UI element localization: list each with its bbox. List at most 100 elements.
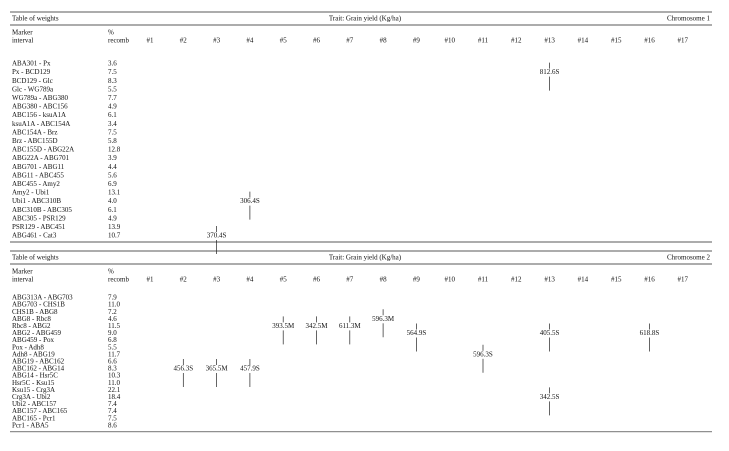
interval: ABC157 - ABC165 — [12, 407, 68, 415]
weight: 370.4S — [207, 232, 227, 240]
column-header: #14 — [578, 37, 589, 45]
table-title: Table of weights — [12, 15, 59, 23]
weight: 611.3M — [339, 322, 361, 330]
interval: ABC305 - PSR129 — [12, 214, 66, 222]
interval: CHS1B - ABG8 — [12, 308, 58, 316]
column-header: #16 — [644, 37, 655, 45]
weight: 306.4S — [240, 197, 260, 205]
interval: ABC154A - Brz — [12, 128, 58, 136]
interval: ksuA1A - ABC154A — [12, 120, 70, 128]
column-header: #8 — [380, 37, 388, 45]
interval: ABG14 - Hsr5C — [12, 372, 58, 380]
label-bg — [536, 329, 563, 338]
interval: WG789a - ABG380 — [12, 94, 68, 102]
column-header: #12 — [511, 37, 522, 45]
column-header: interval — [12, 37, 33, 45]
interval: ABC310B - ABC305 — [12, 206, 72, 214]
chromosome: Chromosome 2 — [667, 254, 710, 262]
column-header: recomb — [108, 37, 129, 45]
weight: 342.5S — [540, 393, 560, 401]
label-bg — [536, 68, 563, 77]
recomb: 4.0 — [108, 197, 117, 205]
column-header: #10 — [444, 37, 455, 45]
label-bg — [203, 232, 230, 240]
interval: ABG461 - Cat3 — [12, 232, 57, 240]
recomb: 11.7 — [108, 350, 120, 358]
weight: 596.3S — [473, 350, 493, 358]
column-header: #11 — [478, 276, 489, 284]
interval: ABG703 - CHS1B — [12, 301, 65, 309]
column-header: #15 — [611, 37, 622, 45]
weight: 812.6S — [540, 68, 560, 76]
label-bg — [236, 365, 263, 373]
recomb: 5.6 — [108, 171, 117, 179]
table-title: Table of weights — [12, 254, 59, 262]
column-header: Marker — [12, 29, 33, 37]
weight: 365.5M — [206, 365, 229, 373]
interval: ABG313A - ABG703 — [12, 294, 73, 302]
column-header: #16 — [644, 276, 655, 284]
label-bg — [203, 365, 230, 373]
recomb: 3.9 — [108, 154, 117, 162]
recomb: 5.8 — [108, 137, 117, 145]
recomb: 7.5 — [108, 414, 117, 422]
recomb: 22.1 — [108, 386, 121, 394]
column-header: % — [108, 29, 114, 37]
interval: Pcr1 - ABA5 — [12, 421, 49, 429]
weight: 456.3S — [173, 365, 193, 373]
column-header: #15 — [611, 276, 622, 284]
recomb: 7.4 — [108, 400, 117, 408]
recomb: 5.5 — [108, 85, 117, 93]
column-header: #10 — [444, 276, 455, 284]
recomb: 6.1 — [108, 206, 117, 214]
column-header: interval — [12, 276, 33, 284]
column-header: recomb — [108, 276, 129, 284]
column-header: #3 — [213, 276, 221, 284]
recomb: 9.0 — [108, 329, 117, 337]
recomb: 13.9 — [108, 223, 121, 231]
column-header: #5 — [280, 276, 288, 284]
recomb: 6.6 — [108, 358, 117, 366]
label-bg — [470, 350, 496, 359]
recomb: 5.5 — [108, 343, 117, 351]
column-header: #14 — [578, 276, 589, 284]
recomb: 7.9 — [108, 294, 117, 302]
weight: 596.3M — [372, 315, 395, 323]
recomb: 8.6 — [108, 421, 117, 429]
recomb: 13.1 — [108, 189, 121, 197]
column-header: #9 — [413, 37, 421, 45]
column-header: #11 — [478, 37, 489, 45]
interval: ABC455 - Amy2 — [12, 180, 60, 188]
recomb: 3.4 — [108, 120, 117, 128]
interval: ABC165 - Pcr1 — [12, 414, 56, 422]
chromosome: Chromosome 1 — [667, 15, 710, 23]
recomb: 11.5 — [108, 322, 120, 330]
interval: ABC162 - ABG14 — [12, 365, 65, 373]
interval: ABC156 - ksuA1A — [12, 111, 66, 119]
recomb: 11.0 — [108, 301, 120, 309]
column-header: #13 — [544, 37, 555, 45]
label-bg — [536, 393, 563, 402]
recomb: 7.5 — [108, 68, 117, 76]
recomb: 4.6 — [108, 315, 117, 323]
recomb: 11.0 — [108, 379, 120, 387]
interval: ABG19 - ABC162 — [12, 358, 65, 366]
column-header: #4 — [246, 37, 254, 45]
recomb: 7.7 — [108, 94, 117, 102]
column-header: #17 — [678, 276, 689, 284]
label-bg — [236, 197, 263, 206]
column-header: #7 — [346, 276, 354, 284]
recomb: 4.9 — [108, 214, 117, 222]
column-header: #13 — [544, 276, 555, 284]
interval: Pox - Adh8 — [12, 343, 44, 351]
weight: 618.8S — [640, 329, 660, 337]
trait: Trait: Grain yield (Kg/ha) — [329, 254, 402, 262]
label-bg — [403, 329, 430, 338]
interval: ABG701 - ABG11 — [12, 163, 65, 171]
interval: ABG380 - ABC156 — [12, 103, 68, 111]
recomb: 7.5 — [108, 128, 117, 136]
interval: Ubi2 - ABC157 — [12, 400, 57, 408]
interval: ABG22A - ABG701 — [12, 154, 70, 162]
recomb: 6.1 — [108, 111, 117, 119]
